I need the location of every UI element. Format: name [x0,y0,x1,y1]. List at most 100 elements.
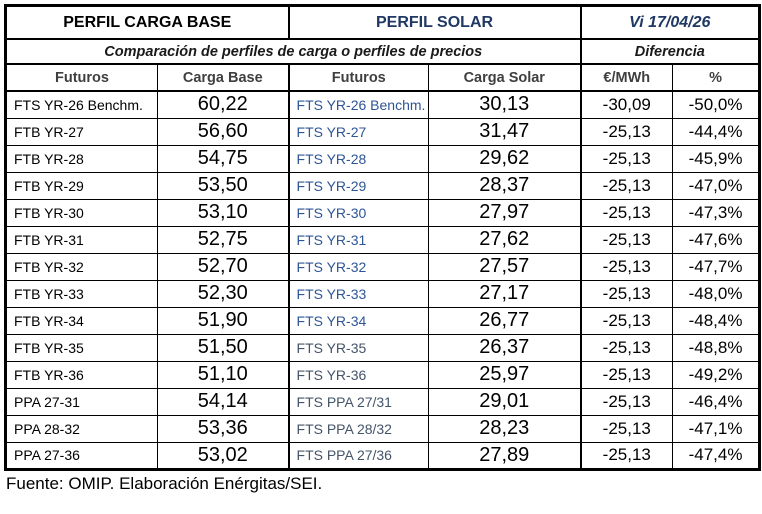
diff-eur-mwh: -25,13 [579,415,673,443]
base-price: 51,10 [156,361,289,389]
diff-percent: -46,4% [672,388,760,416]
base-future-label: FTB YR-31 [5,226,158,254]
column-header-eur-mwh: €/MWh [579,64,673,92]
table-row: FTB YR-30 53,10 FTS YR-30 27,97 -25,13 -47,3% [5,199,760,227]
difference-title: Diferencia [579,39,760,65]
diff-eur-mwh: -25,13 [579,199,673,227]
comparison-subtitle: Comparación de perfiles de carga o perfi… [5,39,581,65]
solar-price: 25,97 [428,361,581,389]
table-row: FTB YR-27 56,60 FTS YR-27 31,47 -25,13 -44,4% [5,118,760,146]
column-header-carga-base: Carga Base [156,64,289,92]
base-future-label: FTB YR-32 [5,253,158,281]
diff-eur-mwh: -25,13 [579,253,673,281]
diff-eur-mwh: -30,09 [579,91,673,119]
diff-eur-mwh: -25,13 [579,172,673,200]
column-header-carga-solar: Carga Solar [428,64,581,92]
solar-price: 26,37 [428,334,581,362]
solar-future-label: FTS YR-26 Benchm. [287,91,429,119]
solar-future-label: FTS YR-32 [287,253,429,281]
table-row: FTB YR-32 52,70 FTS YR-32 27,57 -25,13 -47,7% [5,253,760,281]
solar-future-label: FTS PPA 27/36 [287,442,429,470]
solar-price: 27,57 [428,253,581,281]
solar-future-label: FTS PPA 27/31 [287,388,429,416]
diff-percent: -45,9% [672,145,760,173]
column-header-futuros-solar: Futuros [287,64,429,92]
diff-percent: -50,0% [672,91,760,119]
profile-titles-row: PERFIL CARGA BASE PERFIL SOLAR Vi 17/04/… [5,5,760,40]
price-comparison-table: PERFIL CARGA BASE PERFIL SOLAR Vi 17/04/… [4,4,762,471]
column-headers-row: Futuros Carga Base Futuros Carga Solar €… [5,64,760,92]
solar-future-label: FTS YR-30 [287,199,429,227]
base-future-label: FTB YR-35 [5,334,158,362]
solar-future-label: FTS YR-35 [287,334,429,362]
diff-percent: -49,2% [672,361,760,389]
solar-future-label: FTS PPA 28/32 [287,415,429,443]
diff-percent: -47,0% [672,172,760,200]
table-row: FTB YR-31 52,75 FTS YR-31 27,62 -25,13 -47,6% [5,226,760,254]
base-future-label: FTB YR-29 [5,172,158,200]
base-future-label: FTB YR-33 [5,280,158,308]
column-header-percent: % [672,64,760,92]
table-row: PPA 27-31 54,14 FTS PPA 27/31 29,01 -25,13 -4… [5,388,760,416]
solar-price: 27,97 [428,199,581,227]
date-label: Vi 17/04/26 [579,5,760,40]
diff-eur-mwh: -25,13 [579,388,673,416]
diff-eur-mwh: -25,13 [579,361,673,389]
base-future-label: FTB YR-34 [5,307,158,335]
table-row: PPA 27-36 53,02 FTS PPA 27/36 27,89 -25,13 -4… [5,442,760,470]
base-future-label: FTS YR-26 Benchm. [5,91,158,119]
solar-future-label: FTS YR-31 [287,226,429,254]
diff-percent: -47,3% [672,199,760,227]
solar-price: 26,77 [428,307,581,335]
solar-future-label: FTS YR-33 [287,280,429,308]
base-price: 53,50 [156,172,289,200]
base-future-label: PPA 28-32 [5,415,158,443]
solar-price: 31,47 [428,118,581,146]
diff-eur-mwh: -25,13 [579,280,673,308]
solar-price: 28,37 [428,172,581,200]
diff-eur-mwh: -25,13 [579,226,673,254]
table-row: FTB YR-33 52,30 FTS YR-33 27,17 -25,13 -48,0% [5,280,760,308]
solar-future-label: FTS YR-36 [287,361,429,389]
solar-future-label: FTS YR-27 [287,118,429,146]
base-future-label: FTB YR-30 [5,199,158,227]
base-future-label: FTB YR-28 [5,145,158,173]
table-row: PPA 28-32 53,36 FTS PPA 28/32 28,23 -25,13 -4… [5,415,760,443]
solar-future-label: FTS YR-29 [287,172,429,200]
diff-percent: -47,1% [672,415,760,443]
base-price: 56,60 [156,118,289,146]
solar-future-label: FTS YR-28 [287,145,429,173]
base-price: 52,70 [156,253,289,281]
table-row: FTB YR-28 54,75 FTS YR-28 29,62 -25,13 -45,9% [5,145,760,173]
diff-percent: -47,7% [672,253,760,281]
base-profile-title: PERFIL CARGA BASE [5,5,289,40]
base-price: 52,30 [156,280,289,308]
base-price: 51,90 [156,307,289,335]
base-future-label: FTB YR-36 [5,361,158,389]
diff-percent: -44,4% [672,118,760,146]
base-future-label: PPA 27-31 [5,388,158,416]
diff-percent: -48,0% [672,280,760,308]
base-price: 54,75 [156,145,289,173]
base-price: 51,50 [156,334,289,362]
diff-eur-mwh: -25,13 [579,442,673,470]
table-body: FTS YR-26 Benchm. 60,22 FTS YR-26 Benchm. 3… [5,91,760,470]
base-future-label: PPA 27-36 [5,442,158,470]
diff-percent: -48,8% [672,334,760,362]
table-row: FTB YR-34 51,90 FTS YR-34 26,77 -25,13 -48,4% [5,307,760,335]
diff-eur-mwh: -25,13 [579,118,673,146]
column-header-futuros-base: Futuros [5,64,158,92]
diff-percent: -47,6% [672,226,760,254]
table-row: FTB YR-35 51,50 FTS YR-35 26,37 -25,13 -48,8% [5,334,760,362]
table-row: FTB YR-36 51,10 FTS YR-36 25,97 -25,13 -49,2% [5,361,760,389]
solar-price: 29,01 [428,388,581,416]
diff-eur-mwh: -25,13 [579,334,673,362]
base-price: 53,10 [156,199,289,227]
solar-future-label: FTS YR-34 [287,307,429,335]
diff-percent: -47,4% [672,442,760,470]
solar-price: 28,23 [428,415,581,443]
diff-eur-mwh: -25,13 [579,307,673,335]
solar-profile-title: PERFIL SOLAR [287,5,581,40]
base-price: 53,02 [156,442,289,470]
solar-price: 27,62 [428,226,581,254]
